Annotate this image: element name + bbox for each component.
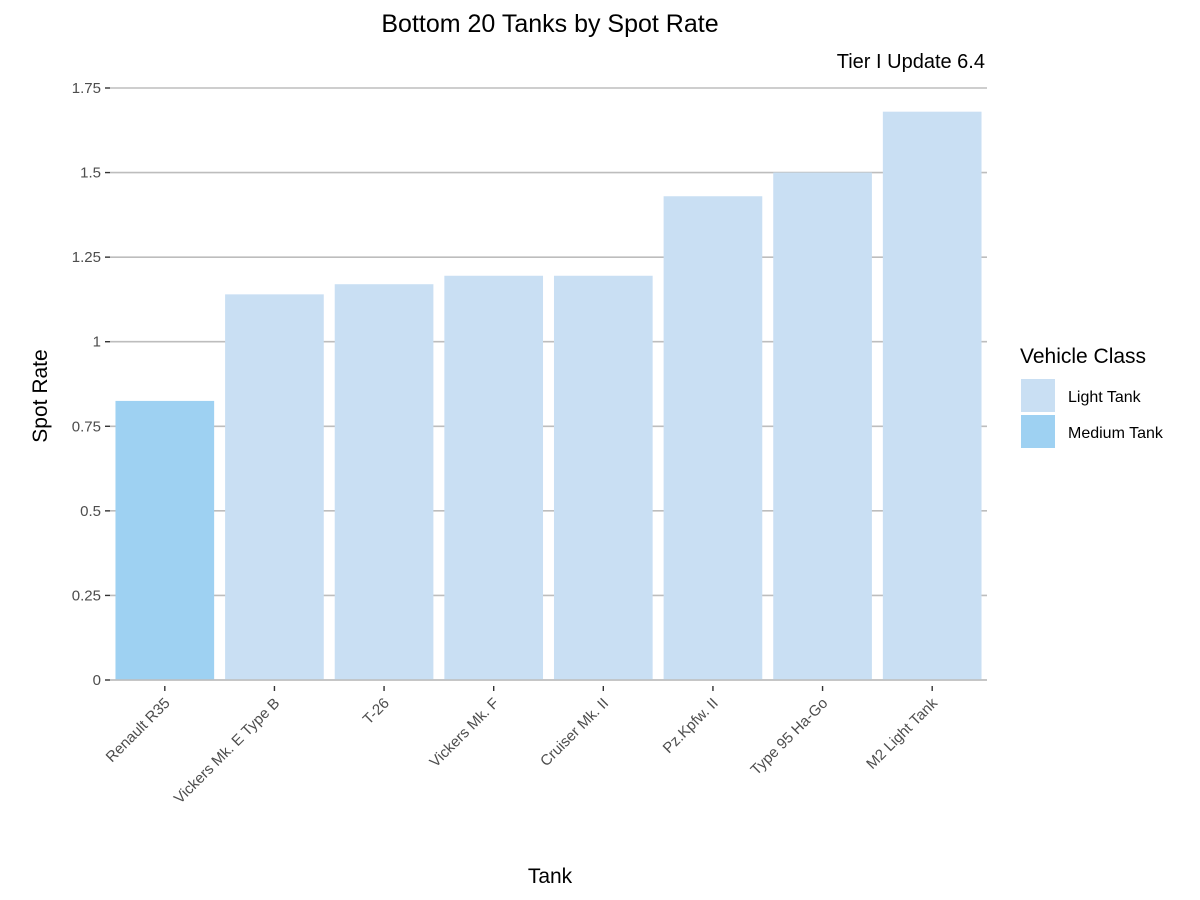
legend: Vehicle Class Light Tank Medium Tank (1020, 345, 1164, 448)
y-tick-label: 0.75 (72, 418, 101, 435)
bar-type-95-ha-go (773, 172, 872, 681)
legend-swatch-light-tank (1021, 379, 1055, 412)
bar-m2-light-tank (882, 111, 982, 681)
bar-vickers-mk-f (444, 275, 544, 680)
legend-swatch-medium-tank (1021, 415, 1055, 448)
bar-vickers-mk-e-type-b (225, 294, 324, 680)
x-tick-label: Renault R35 (103, 695, 174, 766)
bar-cruiser-mk-ii (553, 275, 653, 680)
x-tick-label: Vickers Mk. F (426, 695, 502, 771)
y-axis-ticks: 0 0.25 0.5 0.75 1 1.25 1.5 1.75 (72, 80, 110, 689)
bars (110, 111, 987, 681)
y-tick-label: 1.75 (72, 80, 101, 97)
x-tick-label: T-26 (360, 695, 393, 728)
bar-pz-kpfw-ii (663, 196, 763, 680)
bar-renault-r35 (115, 400, 215, 680)
legend-title: Vehicle Class (1020, 345, 1146, 368)
x-tick-label: Pz.Kpfw. II (660, 695, 722, 757)
y-axis-title: Spot Rate (29, 349, 52, 442)
x-tick-label: Type 95 Ha-Go (747, 695, 831, 779)
x-tick-label: Cruiser Mk. II (537, 695, 612, 770)
legend-label-light-tank: Light Tank (1068, 389, 1142, 406)
y-tick-label: 0.5 (80, 503, 101, 520)
legend-label-medium-tank: Medium Tank (1068, 425, 1164, 442)
x-axis-title: Tank (528, 865, 573, 888)
y-tick-label: 1.5 (80, 165, 101, 182)
y-tick-label: 0 (93, 672, 101, 689)
y-tick-label: 1 (93, 334, 101, 351)
bar-t-26 (334, 284, 434, 680)
x-tick-label: Vickers Mk. E Type B (171, 695, 283, 807)
chart-subtitle: Tier I Update 6.4 (837, 51, 985, 73)
y-tick-label: 1.25 (72, 249, 101, 266)
y-tick-label: 0.25 (72, 587, 101, 604)
x-tick-label: M2 Light Tank (863, 694, 941, 772)
chart-title: Bottom 20 Tanks by Spot Rate (381, 10, 718, 38)
